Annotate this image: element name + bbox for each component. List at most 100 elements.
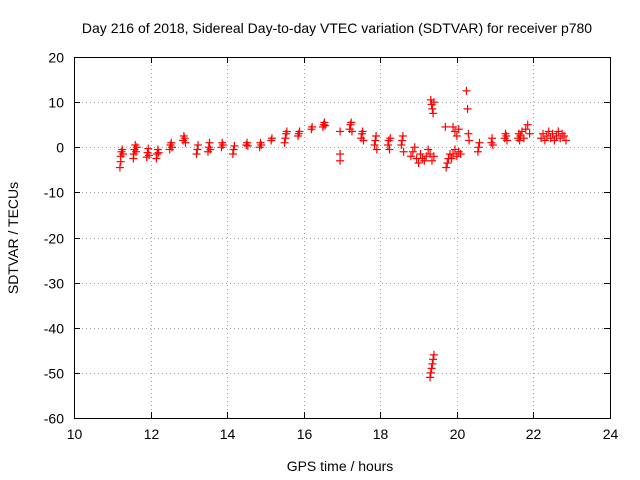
y-tick-label: 20 xyxy=(48,50,64,66)
data-point xyxy=(474,143,483,152)
data-point xyxy=(540,136,549,145)
x-tick-label: 12 xyxy=(144,426,160,442)
x-tick-label: 20 xyxy=(450,426,466,442)
data-point xyxy=(426,368,435,377)
data-point xyxy=(515,136,524,145)
data-point xyxy=(257,140,266,149)
data-point xyxy=(228,150,237,159)
data-point xyxy=(153,150,162,159)
data-point xyxy=(167,138,176,147)
data-point xyxy=(336,127,345,136)
data-point xyxy=(463,104,472,113)
data-point xyxy=(416,150,425,159)
data-point xyxy=(442,163,451,172)
x-tick-label: 10 xyxy=(67,426,83,442)
data-point xyxy=(295,127,304,136)
data-point xyxy=(358,127,367,136)
y-tick-label: -40 xyxy=(44,321,64,337)
data-point xyxy=(561,136,570,145)
data-point xyxy=(519,134,528,143)
data-point xyxy=(410,143,419,152)
data-point xyxy=(525,129,534,138)
data-point xyxy=(282,127,291,136)
data-point xyxy=(429,152,438,161)
x-tick-label: 14 xyxy=(220,426,236,442)
data-point xyxy=(321,121,330,130)
data-point xyxy=(206,145,215,154)
data-point xyxy=(347,118,356,127)
y-tick-label: -10 xyxy=(44,185,64,201)
grid-lines xyxy=(74,57,610,418)
data-point xyxy=(427,364,436,373)
y-tick-label: -20 xyxy=(44,231,64,247)
data-point xyxy=(347,127,356,136)
data-point xyxy=(372,131,381,140)
data-point xyxy=(397,140,406,149)
data-point xyxy=(428,104,437,113)
data-point xyxy=(523,120,532,129)
data-point xyxy=(447,154,456,163)
x-tick-label: 16 xyxy=(297,426,313,442)
data-point xyxy=(280,138,289,147)
x-tick-label: 22 xyxy=(526,426,542,442)
data-point xyxy=(118,145,127,154)
data-point xyxy=(398,131,407,140)
data-point xyxy=(427,156,436,165)
data-point xyxy=(132,143,141,152)
x-tick-label: 24 xyxy=(603,426,619,442)
data-point xyxy=(452,131,461,140)
data-point xyxy=(503,136,512,145)
y-axis-label: SDTVAR / TECUs xyxy=(5,182,21,294)
data-point xyxy=(308,122,317,131)
x-axis-label: GPS time / hours xyxy=(287,458,394,474)
data-point xyxy=(267,134,276,143)
data-point xyxy=(406,152,415,161)
data-point xyxy=(371,136,380,145)
data-point xyxy=(385,145,394,154)
data-point xyxy=(408,147,417,156)
data-point xyxy=(560,131,569,140)
data-point xyxy=(115,163,124,172)
data-point xyxy=(429,350,438,359)
data-point xyxy=(119,150,128,159)
data-point xyxy=(429,109,438,118)
data-point xyxy=(359,136,368,145)
data-point xyxy=(218,140,227,149)
data-point xyxy=(230,141,239,150)
data-point xyxy=(243,141,252,150)
data-point xyxy=(441,122,450,131)
data-point xyxy=(229,145,238,154)
data-point xyxy=(502,131,511,140)
data-point xyxy=(193,145,202,154)
y-tick-label: -60 xyxy=(44,411,64,427)
data-point xyxy=(144,144,153,153)
data-point xyxy=(386,134,395,143)
data-point xyxy=(488,134,497,143)
y-tick-label: -30 xyxy=(44,276,64,292)
data-point xyxy=(456,150,465,159)
data-point xyxy=(420,156,429,165)
data-point xyxy=(398,136,407,145)
data-point xyxy=(428,359,437,368)
data-point xyxy=(180,134,189,143)
data-point xyxy=(424,145,433,154)
data-point xyxy=(550,136,559,145)
data-point xyxy=(281,134,290,143)
data-point xyxy=(475,138,484,147)
data-point xyxy=(414,159,423,168)
data-point xyxy=(426,373,435,382)
y-tick-label: 10 xyxy=(48,95,64,111)
data-point xyxy=(443,159,452,168)
data-point xyxy=(154,148,163,157)
data-point xyxy=(132,147,141,156)
data-point xyxy=(462,86,471,95)
data-point xyxy=(383,140,392,149)
data-point xyxy=(473,147,482,156)
data-point xyxy=(370,140,379,149)
y-tick-label: 0 xyxy=(56,140,64,156)
data-point xyxy=(192,150,201,159)
axis-ticks: 10 12 14 16 18 20 22 24 -60 -50 -40 -30 -20 -10 0 10 20 xyxy=(44,50,619,443)
data-point xyxy=(429,98,438,107)
y-tick-label: -50 xyxy=(44,366,64,382)
